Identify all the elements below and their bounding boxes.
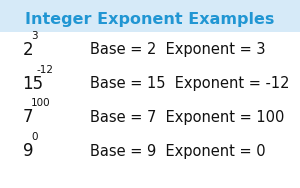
Text: Base = 15  Exponent = -12: Base = 15 Exponent = -12	[90, 76, 290, 91]
Text: 7: 7	[22, 108, 33, 127]
Text: 100: 100	[31, 98, 50, 108]
Text: Base = 7  Exponent = 100: Base = 7 Exponent = 100	[90, 110, 284, 125]
Text: 0: 0	[31, 132, 38, 142]
Text: 2: 2	[22, 41, 33, 59]
FancyBboxPatch shape	[0, 0, 300, 32]
Text: 9: 9	[22, 142, 33, 160]
Text: Base = 2  Exponent = 3: Base = 2 Exponent = 3	[90, 42, 266, 57]
Text: 15: 15	[22, 75, 44, 93]
Text: -12: -12	[37, 64, 54, 75]
Text: Base = 9  Exponent = 0: Base = 9 Exponent = 0	[90, 144, 266, 159]
Text: Integer Exponent Examples: Integer Exponent Examples	[25, 12, 275, 27]
Text: 3: 3	[31, 31, 38, 41]
